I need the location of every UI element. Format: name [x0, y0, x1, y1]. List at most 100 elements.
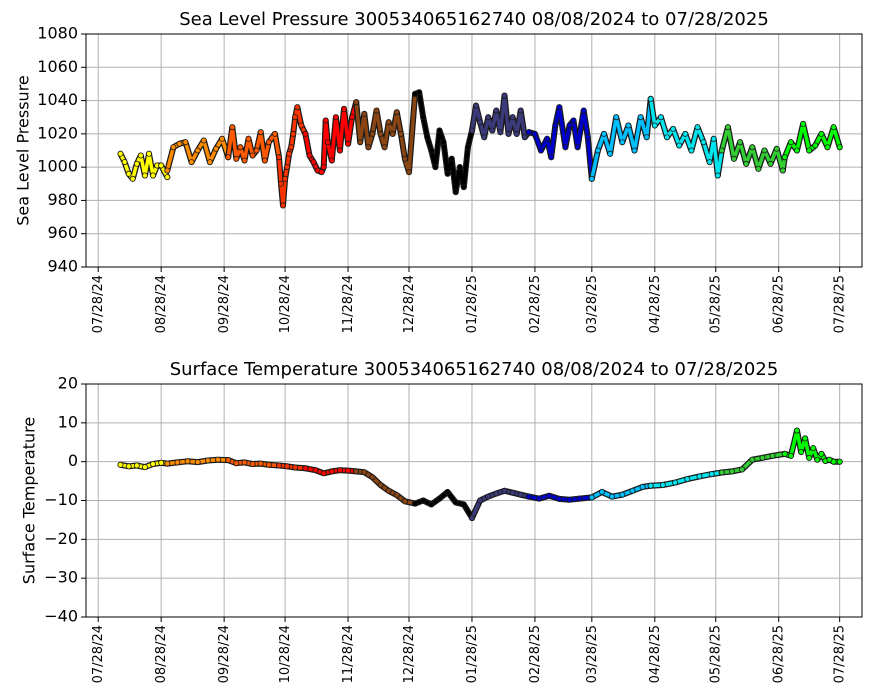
- data-point: [412, 500, 419, 507]
- y-axis-label: Sea Level Pressure: [14, 75, 33, 226]
- data-point: [241, 157, 248, 164]
- data-point: [773, 145, 780, 152]
- data-point: [657, 114, 664, 121]
- data-point: [706, 159, 713, 166]
- data-point: [729, 468, 736, 475]
- data-point: [436, 495, 443, 502]
- data-series: [164, 456, 232, 467]
- y-tick-label: 1000: [37, 157, 78, 176]
- x-tick-label: 10/28/24: [278, 275, 293, 333]
- data-point: [548, 154, 555, 161]
- data-point: [225, 154, 232, 161]
- x-tick-label: 11/28/24: [341, 625, 356, 683]
- data-point: [574, 144, 581, 151]
- data-series: [353, 468, 419, 507]
- data-series: [412, 488, 475, 522]
- data-point: [145, 150, 152, 157]
- data-point: [265, 139, 272, 146]
- surface-temperature-panel: −40 −30 −20 −10 0 10 20 07/28/24 08/28/24 09/28/2…: [20, 359, 863, 683]
- data-point: [664, 134, 671, 141]
- data-point: [200, 137, 207, 144]
- data-point: [493, 107, 500, 114]
- y-tick-label: 1080: [37, 24, 78, 43]
- data-point: [275, 154, 282, 161]
- data-point: [749, 144, 756, 151]
- data-point: [779, 167, 786, 174]
- data-point: [129, 175, 136, 182]
- data-point: [493, 490, 500, 497]
- data-point: [501, 487, 508, 494]
- data-point: [468, 127, 475, 134]
- data-point: [373, 107, 380, 114]
- data-point: [489, 127, 496, 134]
- x-tick-label: 10/28/24: [278, 625, 293, 683]
- data-point: [428, 147, 435, 154]
- data-point: [369, 130, 376, 137]
- data-point: [761, 147, 768, 154]
- x-tick-label: 02/28/25: [528, 275, 543, 333]
- data-point: [137, 152, 144, 159]
- data-point: [708, 471, 715, 478]
- y-tick-label: 940: [47, 257, 78, 276]
- data-point: [724, 124, 731, 131]
- data-point: [432, 164, 439, 171]
- data-series: [718, 450, 788, 476]
- data-point: [505, 130, 512, 137]
- data-point: [233, 460, 240, 467]
- data-point: [676, 142, 683, 149]
- data-point: [444, 488, 451, 495]
- series-line: [277, 105, 308, 208]
- data-point: [141, 172, 148, 179]
- data-point: [631, 147, 638, 154]
- series-line: [527, 105, 594, 181]
- data-point: [214, 456, 221, 463]
- data-series: [412, 89, 475, 196]
- data-point: [318, 169, 325, 176]
- data-point: [584, 134, 591, 141]
- data-point: [188, 159, 195, 166]
- data-point: [769, 452, 776, 459]
- data-point: [369, 474, 376, 481]
- data-point: [601, 130, 608, 137]
- data-point: [279, 202, 286, 209]
- data-point: [257, 460, 264, 467]
- data-point: [164, 460, 171, 467]
- data-point: [349, 114, 356, 121]
- data-point: [481, 134, 488, 141]
- data-point: [609, 493, 616, 500]
- data-point: [749, 456, 756, 463]
- data-point: [485, 493, 492, 500]
- data-point: [182, 139, 189, 146]
- data-point: [174, 459, 181, 466]
- sea-level-pressure-panel: 940 960 980 1000 1020 1040 1060 1080 07/28/24 08/…: [14, 9, 863, 333]
- data-point: [710, 135, 717, 142]
- data-point: [521, 134, 528, 141]
- data-point: [361, 110, 368, 117]
- data-point: [538, 147, 545, 154]
- data-point: [288, 144, 295, 151]
- data-point: [294, 104, 301, 111]
- data-point: [580, 107, 587, 114]
- x-tick-label: 02/28/25: [528, 625, 543, 683]
- data-point: [312, 467, 319, 474]
- data-point: [836, 144, 843, 151]
- data-point: [149, 172, 156, 179]
- data-point: [302, 130, 309, 137]
- x-tick-label: 08/28/24: [154, 275, 169, 333]
- data-series: [781, 427, 843, 465]
- data-point: [397, 130, 404, 137]
- data-series: [588, 482, 654, 501]
- data-point: [477, 119, 484, 126]
- y-tick-label: −10: [44, 490, 78, 509]
- data-point: [639, 483, 646, 490]
- data-point: [164, 174, 171, 181]
- data-point: [552, 122, 559, 129]
- data-point: [125, 170, 132, 177]
- data-point: [739, 466, 746, 473]
- data-series: [647, 95, 725, 179]
- data-point: [206, 159, 213, 166]
- data-point: [794, 147, 801, 154]
- x-tick-label: 12/28/24: [402, 275, 417, 333]
- data-point: [472, 102, 479, 109]
- data-point: [204, 457, 211, 464]
